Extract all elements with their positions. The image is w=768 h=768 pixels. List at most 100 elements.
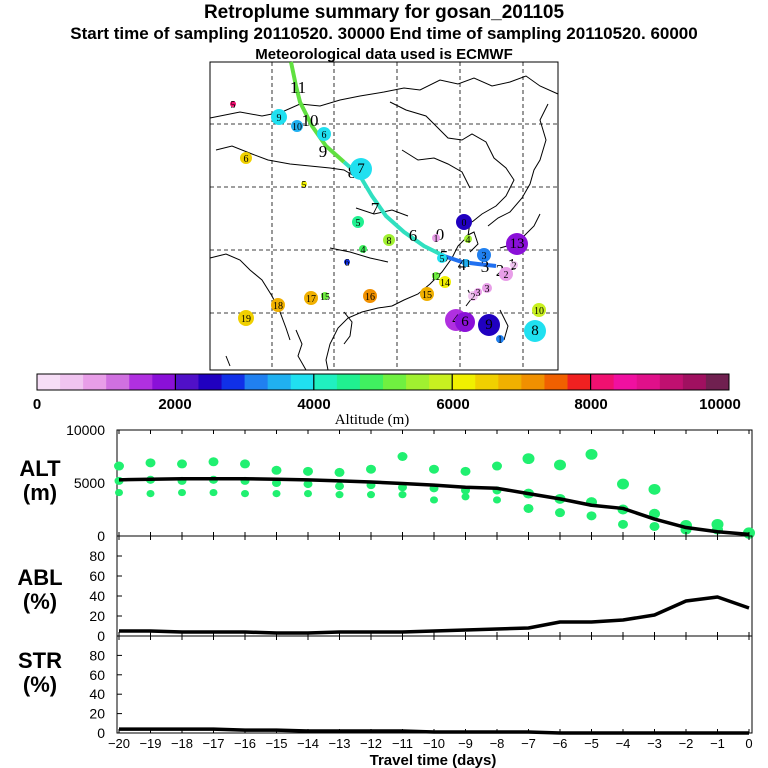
cluster-bubble	[291, 120, 303, 132]
cluster-bubble	[350, 158, 372, 180]
series-line	[119, 595, 750, 635]
panel-label-unit: (%)	[23, 589, 57, 614]
cluster-number: 10	[292, 122, 302, 133]
cluster-bubble	[437, 253, 447, 263]
colorbar-cell	[498, 374, 522, 390]
cluster-number: 2	[512, 261, 517, 272]
alt-scatter-point	[429, 464, 439, 474]
alt-scatter-point	[586, 511, 597, 521]
map-grid	[210, 62, 558, 370]
alt-scatter-point	[617, 478, 629, 490]
cluster-number: 3	[485, 284, 490, 295]
cluster-number: 11	[461, 259, 471, 270]
x-tick-label: −11	[392, 736, 413, 751]
x-tick-label: −12	[360, 736, 382, 751]
y-tick-label: 80	[89, 647, 105, 663]
cluster-number: 17	[306, 294, 316, 305]
trajectory-map: 11 10 9 8 7 6 5 4 3 2 1 0 59106675548603…	[209, 61, 559, 371]
colorbar-cell	[705, 374, 730, 390]
met-data-note: Meteorological data used is ECMWF	[255, 46, 513, 63]
x-tick-label: −19	[139, 736, 161, 751]
colorbar-cell	[175, 374, 199, 390]
alt-scatter-point	[240, 459, 250, 469]
alt-scatter-point	[367, 491, 375, 499]
cluster-bubble	[420, 287, 434, 301]
cluster-number: 2	[471, 292, 476, 303]
colorbar-cell	[406, 374, 430, 390]
colorbar-cell	[106, 374, 130, 390]
traj-label: 9	[319, 142, 328, 161]
cluster-bubble	[271, 298, 285, 312]
alt-scatter-point	[649, 508, 660, 519]
colorbar-cell	[429, 374, 453, 390]
x-tick-label: −9	[458, 736, 473, 751]
alt-scatter-point	[335, 491, 344, 499]
panel-label-unit: (m)	[23, 480, 57, 505]
cluster-number: 5	[231, 100, 236, 111]
cluster-bubble	[321, 292, 329, 300]
alt-scatter-point	[114, 461, 124, 471]
cluster-bubble	[464, 235, 472, 243]
y-tick-label: 0	[97, 528, 105, 544]
colorbar-tick: 4000	[297, 396, 330, 413]
cluster-bubble	[230, 101, 236, 107]
y-tick-label: 40	[89, 686, 105, 702]
cluster-bubble	[499, 267, 513, 281]
colorbar-tick: 2000	[158, 396, 191, 413]
panel-label: STR	[18, 648, 62, 673]
alt-scatter-point	[523, 503, 534, 513]
cluster-number: 3	[482, 251, 487, 262]
cluster-number: 5	[302, 180, 307, 191]
colorbar-cell	[359, 374, 384, 390]
alt-scatter-point	[115, 488, 123, 497]
cluster-number: 1	[434, 234, 439, 245]
panel-label: ALT	[19, 456, 61, 481]
y-tick-label: 60	[89, 568, 105, 584]
cluster-bubble	[506, 233, 528, 255]
traj-label: 11	[290, 78, 306, 97]
alt-scatter-point	[271, 465, 282, 475]
cluster-number: 9	[485, 317, 493, 333]
colorbar-cell	[682, 374, 707, 390]
alt-scatter-point	[585, 448, 598, 460]
x-tick-label: −13	[328, 736, 350, 751]
cluster-bubble	[240, 152, 252, 164]
cluster-number: 6	[244, 154, 249, 165]
colorbar-cell	[83, 374, 107, 390]
chart-title: Retroplume summary for gosan_201105	[203, 2, 565, 23]
colorbar-cell	[544, 374, 569, 390]
cluster-number: 18	[273, 301, 283, 312]
colorbar-cell	[613, 374, 638, 390]
cluster-bubble	[432, 234, 440, 242]
cluster-number: 6	[345, 258, 350, 269]
cluster-bubble	[524, 320, 546, 342]
cluster-bubble	[304, 291, 318, 305]
series-line	[118, 477, 750, 537]
cluster-number: 19	[241, 314, 251, 325]
x-tick-label: −15	[265, 736, 287, 751]
alt-scatter-point	[648, 483, 661, 495]
cluster-number: 15	[320, 292, 330, 303]
alt-scatter-point	[304, 490, 312, 498]
colorbar-cell	[60, 374, 84, 390]
x-tick-label: −4	[616, 736, 631, 751]
alt-scatter-point	[398, 491, 407, 499]
alt-scatter-point	[460, 466, 471, 476]
cluster-number: 4	[361, 245, 366, 256]
cluster-bubble	[317, 127, 331, 141]
y-tick-label: 60	[89, 667, 105, 683]
alt-scatter-point	[430, 496, 438, 504]
alt-scatter-point	[178, 488, 186, 497]
colorbar-cell	[336, 374, 361, 390]
cluster-number: 5	[356, 218, 361, 229]
x-tick-label: −20	[108, 736, 130, 751]
alt-scatter-point	[554, 459, 566, 471]
cluster-bubble	[363, 289, 377, 303]
cluster-number: 14	[440, 278, 450, 289]
y-tick-label: 10000	[66, 422, 105, 438]
cluster-markers: 5910667554860341151213322234110115141617…	[230, 100, 546, 346]
alt-scatter-point	[397, 452, 408, 461]
panel-label: ABL	[17, 565, 62, 590]
y-tick-label: 20	[89, 706, 105, 722]
cluster-bubble	[359, 245, 367, 253]
